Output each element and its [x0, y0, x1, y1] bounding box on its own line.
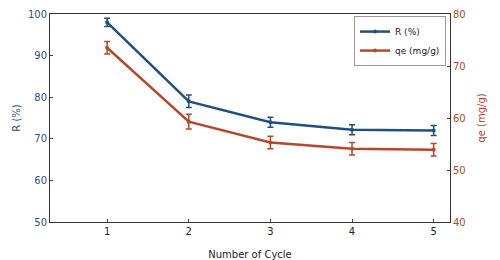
svg-text:90: 90 — [34, 50, 47, 61]
svg-text:100: 100 — [28, 9, 47, 20]
svg-text:qe (mg/g): qe (mg/g) — [476, 93, 487, 142]
svg-text:R (%): R (%) — [11, 104, 22, 132]
svg-text:40: 40 — [453, 217, 466, 228]
svg-text:5: 5 — [430, 226, 436, 237]
svg-text:70: 70 — [34, 133, 47, 144]
svg-text:4: 4 — [349, 226, 355, 237]
svg-text:1: 1 — [104, 226, 110, 237]
svg-text:80: 80 — [453, 9, 466, 20]
svg-text:2: 2 — [186, 226, 192, 237]
svg-text:60: 60 — [34, 175, 47, 186]
svg-text:qe (mg/g): qe (mg/g) — [395, 46, 439, 56]
svg-text:R (%): R (%) — [395, 27, 420, 37]
svg-text:3: 3 — [267, 226, 273, 237]
svg-text:50: 50 — [453, 165, 466, 176]
svg-text:Number of Cycle: Number of Cycle — [208, 249, 292, 260]
svg-text:60: 60 — [453, 113, 466, 124]
svg-text:50: 50 — [34, 217, 47, 228]
svg-text:70: 70 — [453, 61, 466, 72]
svg-text:80: 80 — [34, 92, 47, 103]
